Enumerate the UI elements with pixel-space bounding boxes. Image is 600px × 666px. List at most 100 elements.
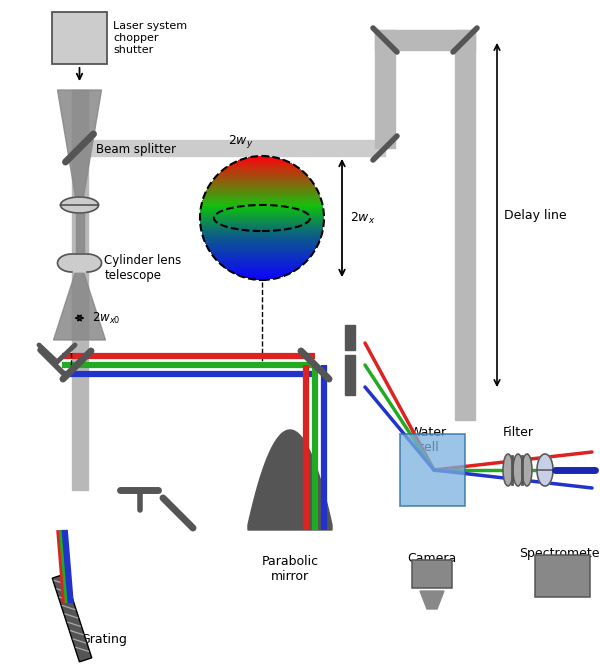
Polygon shape xyxy=(61,197,98,213)
Polygon shape xyxy=(53,272,106,340)
Polygon shape xyxy=(200,212,324,213)
Polygon shape xyxy=(221,264,302,266)
Polygon shape xyxy=(219,262,305,264)
Bar xyxy=(535,555,589,597)
Polygon shape xyxy=(200,226,323,227)
Text: Beam splitter: Beam splitter xyxy=(95,143,176,157)
Polygon shape xyxy=(215,258,308,259)
Bar xyxy=(412,560,452,588)
Polygon shape xyxy=(200,214,324,215)
Polygon shape xyxy=(202,202,322,204)
Polygon shape xyxy=(224,266,300,268)
Polygon shape xyxy=(200,219,324,220)
Polygon shape xyxy=(202,231,322,232)
Polygon shape xyxy=(202,204,323,206)
Polygon shape xyxy=(420,591,444,609)
Polygon shape xyxy=(209,249,316,250)
Text: Grating: Grating xyxy=(80,633,127,647)
Bar xyxy=(375,30,475,50)
Bar xyxy=(345,355,355,395)
Polygon shape xyxy=(244,277,280,278)
Polygon shape xyxy=(230,270,294,272)
Polygon shape xyxy=(217,174,307,176)
Polygon shape xyxy=(218,261,306,262)
Polygon shape xyxy=(202,200,322,202)
Text: $2w_y$: $2w_y$ xyxy=(227,133,253,151)
Polygon shape xyxy=(248,278,276,279)
Polygon shape xyxy=(203,236,321,238)
Polygon shape xyxy=(206,191,318,192)
Polygon shape xyxy=(205,194,319,195)
Text: $2w_{x0}$: $2w_{x0}$ xyxy=(91,310,120,326)
Polygon shape xyxy=(205,192,319,193)
Polygon shape xyxy=(200,225,323,226)
Polygon shape xyxy=(223,169,301,170)
Polygon shape xyxy=(208,188,317,189)
Bar xyxy=(455,30,475,420)
Polygon shape xyxy=(208,248,316,249)
Polygon shape xyxy=(200,223,324,224)
Polygon shape xyxy=(206,244,318,245)
Polygon shape xyxy=(214,256,310,257)
Bar xyxy=(52,12,107,64)
Polygon shape xyxy=(537,454,553,486)
Polygon shape xyxy=(211,182,313,183)
Polygon shape xyxy=(204,196,320,197)
Text: Parabolic
mirror: Parabolic mirror xyxy=(262,555,319,583)
Polygon shape xyxy=(226,167,299,168)
Polygon shape xyxy=(214,178,310,180)
Polygon shape xyxy=(236,161,288,163)
Polygon shape xyxy=(241,276,283,277)
Polygon shape xyxy=(206,190,317,191)
Polygon shape xyxy=(216,259,308,260)
Polygon shape xyxy=(234,273,290,274)
Polygon shape xyxy=(58,254,101,272)
Polygon shape xyxy=(76,213,83,254)
Polygon shape xyxy=(238,275,286,276)
Text: Delay line: Delay line xyxy=(504,208,566,222)
Polygon shape xyxy=(205,193,319,194)
Polygon shape xyxy=(201,228,323,229)
Bar xyxy=(71,90,88,490)
Polygon shape xyxy=(248,430,332,530)
Polygon shape xyxy=(200,218,324,219)
Polygon shape xyxy=(200,224,323,225)
Polygon shape xyxy=(202,232,322,234)
Polygon shape xyxy=(211,252,313,253)
Polygon shape xyxy=(52,574,92,662)
Polygon shape xyxy=(254,279,270,280)
Polygon shape xyxy=(232,163,292,165)
Polygon shape xyxy=(203,197,320,198)
Polygon shape xyxy=(204,238,320,240)
Polygon shape xyxy=(205,242,319,243)
Text: Water
cell: Water cell xyxy=(409,426,446,454)
Polygon shape xyxy=(238,160,286,161)
Polygon shape xyxy=(207,246,317,247)
Polygon shape xyxy=(201,229,323,230)
Polygon shape xyxy=(201,206,323,208)
Polygon shape xyxy=(217,260,307,261)
Polygon shape xyxy=(200,215,324,216)
Text: Cylinder lens
telescope: Cylinder lens telescope xyxy=(104,254,182,282)
Polygon shape xyxy=(248,157,276,158)
Polygon shape xyxy=(202,234,322,236)
Ellipse shape xyxy=(503,454,513,486)
Polygon shape xyxy=(241,159,283,160)
Ellipse shape xyxy=(522,454,532,486)
Polygon shape xyxy=(200,216,324,217)
Polygon shape xyxy=(254,156,270,157)
Polygon shape xyxy=(210,184,314,185)
Polygon shape xyxy=(224,168,300,169)
Ellipse shape xyxy=(513,454,523,486)
Text: Filter: Filter xyxy=(503,426,533,439)
Polygon shape xyxy=(200,210,323,212)
Text: Camera: Camera xyxy=(407,552,457,565)
Polygon shape xyxy=(203,199,322,200)
Polygon shape xyxy=(200,217,324,218)
Polygon shape xyxy=(208,187,316,188)
Polygon shape xyxy=(209,186,316,187)
Polygon shape xyxy=(203,198,321,199)
Polygon shape xyxy=(211,253,313,254)
Polygon shape xyxy=(212,180,312,182)
Polygon shape xyxy=(200,208,323,210)
